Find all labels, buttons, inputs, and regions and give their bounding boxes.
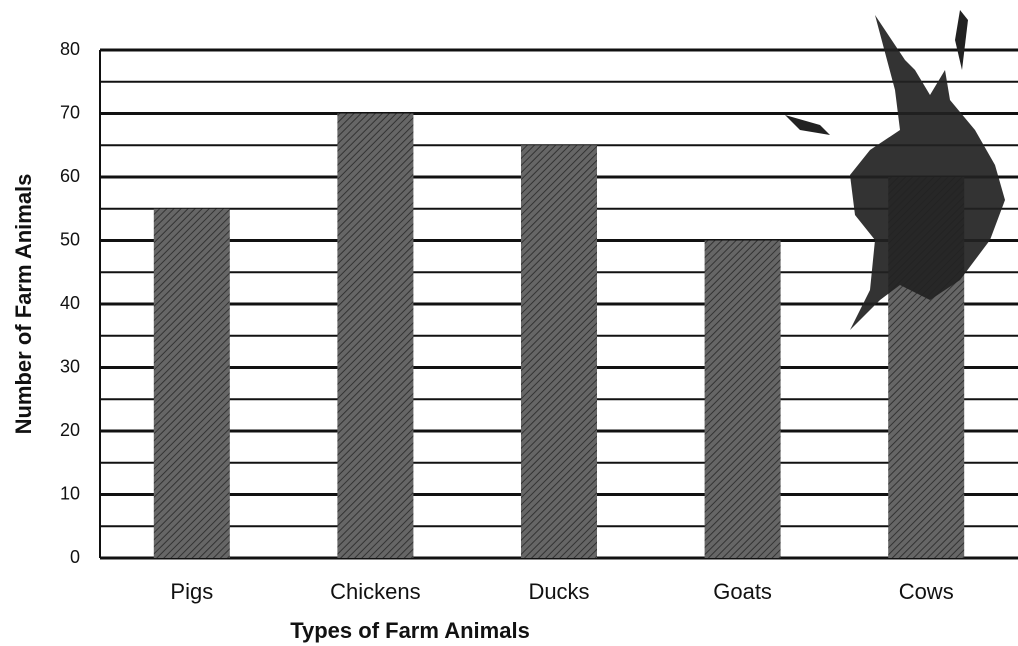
y-tick-label: 50 <box>60 229 80 249</box>
ink-blot <box>785 10 1005 330</box>
y-tick-label: 0 <box>70 547 80 567</box>
bar <box>337 114 413 559</box>
bar <box>521 145 597 558</box>
bar <box>154 209 230 558</box>
y-tick-label: 80 <box>60 39 80 59</box>
x-tick-label: Pigs <box>170 579 213 604</box>
y-tick-label: 30 <box>60 356 80 376</box>
y-tick-label: 60 <box>60 166 80 186</box>
x-axis-title: Types of Farm Animals <box>290 618 530 643</box>
y-tick-label: 40 <box>60 293 80 313</box>
y-tick-label: 70 <box>60 102 80 122</box>
y-tick-label: 20 <box>60 420 80 440</box>
x-tick-label: Chickens <box>330 579 420 604</box>
x-tick-label: Goats <box>713 579 772 604</box>
x-tick-label: Ducks <box>528 579 589 604</box>
y-tick-label: 10 <box>60 483 80 503</box>
bar <box>705 241 781 559</box>
chart: Types of Farm Animals Number of Farm Ani… <box>0 0 1018 646</box>
y-axis-title: Number of Farm Animals <box>11 174 36 435</box>
x-tick-label: Cows <box>899 579 954 604</box>
